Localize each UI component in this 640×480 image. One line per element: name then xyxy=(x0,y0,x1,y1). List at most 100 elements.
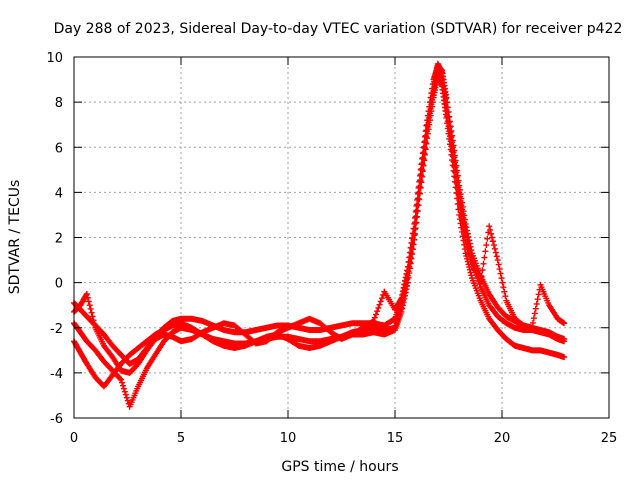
data-point xyxy=(420,144,427,151)
data-point xyxy=(119,382,126,389)
data-point xyxy=(398,295,405,302)
data-point xyxy=(89,313,96,320)
data-point xyxy=(424,117,431,124)
data-point xyxy=(407,244,414,251)
data-point xyxy=(461,216,468,223)
data-point xyxy=(450,142,457,149)
data-point xyxy=(421,133,428,140)
data-point xyxy=(423,122,430,129)
data-point xyxy=(446,113,453,120)
data-point xyxy=(448,127,455,134)
data-point xyxy=(480,260,487,267)
data-point xyxy=(496,266,503,273)
data-point xyxy=(121,388,128,395)
data-point xyxy=(483,242,490,249)
data-point xyxy=(91,320,98,327)
data-point xyxy=(369,318,376,325)
data-point xyxy=(370,317,377,324)
data-point xyxy=(498,275,505,282)
data-point xyxy=(495,261,502,268)
data-point xyxy=(459,199,466,206)
data-point xyxy=(493,253,500,260)
data-point xyxy=(410,225,417,232)
data-point xyxy=(464,227,471,234)
data-point xyxy=(490,242,497,249)
data-point xyxy=(371,314,378,321)
data-point xyxy=(465,233,472,240)
data-point xyxy=(85,298,92,305)
data-point xyxy=(531,310,538,317)
data-point xyxy=(377,298,384,305)
data-point xyxy=(375,304,382,311)
data-point xyxy=(457,209,464,216)
data-point xyxy=(479,267,486,274)
data-point xyxy=(467,269,474,276)
data-point xyxy=(83,290,90,297)
data-point xyxy=(415,184,422,191)
data-point xyxy=(453,162,460,169)
y-tick-label: -2 xyxy=(50,322,63,337)
data-point xyxy=(446,118,453,125)
data-point xyxy=(468,272,475,279)
data-point xyxy=(500,284,507,291)
data-points xyxy=(71,60,568,410)
data-point xyxy=(118,376,125,383)
x-tick-label: 25 xyxy=(601,431,618,446)
y-tick-label: 4 xyxy=(55,186,63,201)
data-point xyxy=(117,375,124,382)
data-point xyxy=(426,99,433,106)
data-point xyxy=(123,394,130,401)
data-point xyxy=(451,147,458,154)
data-point xyxy=(88,309,95,316)
data-point xyxy=(561,320,568,327)
data-point xyxy=(486,223,493,230)
data-point xyxy=(456,182,463,189)
data-point xyxy=(494,257,501,264)
data-point xyxy=(86,302,93,309)
data-point xyxy=(428,90,435,97)
data-point xyxy=(424,112,431,119)
data-point xyxy=(444,104,451,111)
data-point xyxy=(460,208,467,215)
data-point xyxy=(535,291,542,298)
data-point xyxy=(461,212,468,219)
data-point xyxy=(502,293,509,300)
x-tick-label: 20 xyxy=(494,431,511,446)
data-point xyxy=(451,152,458,159)
data-point xyxy=(456,186,463,193)
data-point xyxy=(534,296,541,303)
data-point xyxy=(456,200,463,207)
data-point xyxy=(454,172,461,179)
data-point xyxy=(561,336,568,343)
data-point xyxy=(376,301,383,308)
data-point xyxy=(459,221,466,228)
data-point xyxy=(447,123,454,130)
data-point xyxy=(489,234,496,241)
data-point xyxy=(484,235,491,242)
data-point xyxy=(454,167,461,174)
data-point xyxy=(429,85,436,92)
data-point xyxy=(449,137,456,144)
data-point xyxy=(400,284,407,291)
data-point xyxy=(399,291,406,298)
data-point xyxy=(561,354,568,361)
data-point xyxy=(491,245,498,252)
data-point xyxy=(401,281,408,288)
data-point xyxy=(414,190,421,197)
data-point xyxy=(374,308,381,315)
data-point xyxy=(409,230,416,237)
data-point xyxy=(122,391,129,398)
data-point xyxy=(422,128,429,135)
y-tick-label: 2 xyxy=(55,232,63,247)
data-point xyxy=(459,217,466,224)
data-point xyxy=(443,94,450,101)
data-point xyxy=(449,132,456,139)
data-point xyxy=(411,220,418,227)
data-point xyxy=(399,288,406,295)
data-point xyxy=(408,240,415,247)
data-point xyxy=(461,234,468,241)
data-point xyxy=(427,94,434,101)
x-tick-label: 15 xyxy=(387,431,404,446)
data-point xyxy=(412,208,419,215)
